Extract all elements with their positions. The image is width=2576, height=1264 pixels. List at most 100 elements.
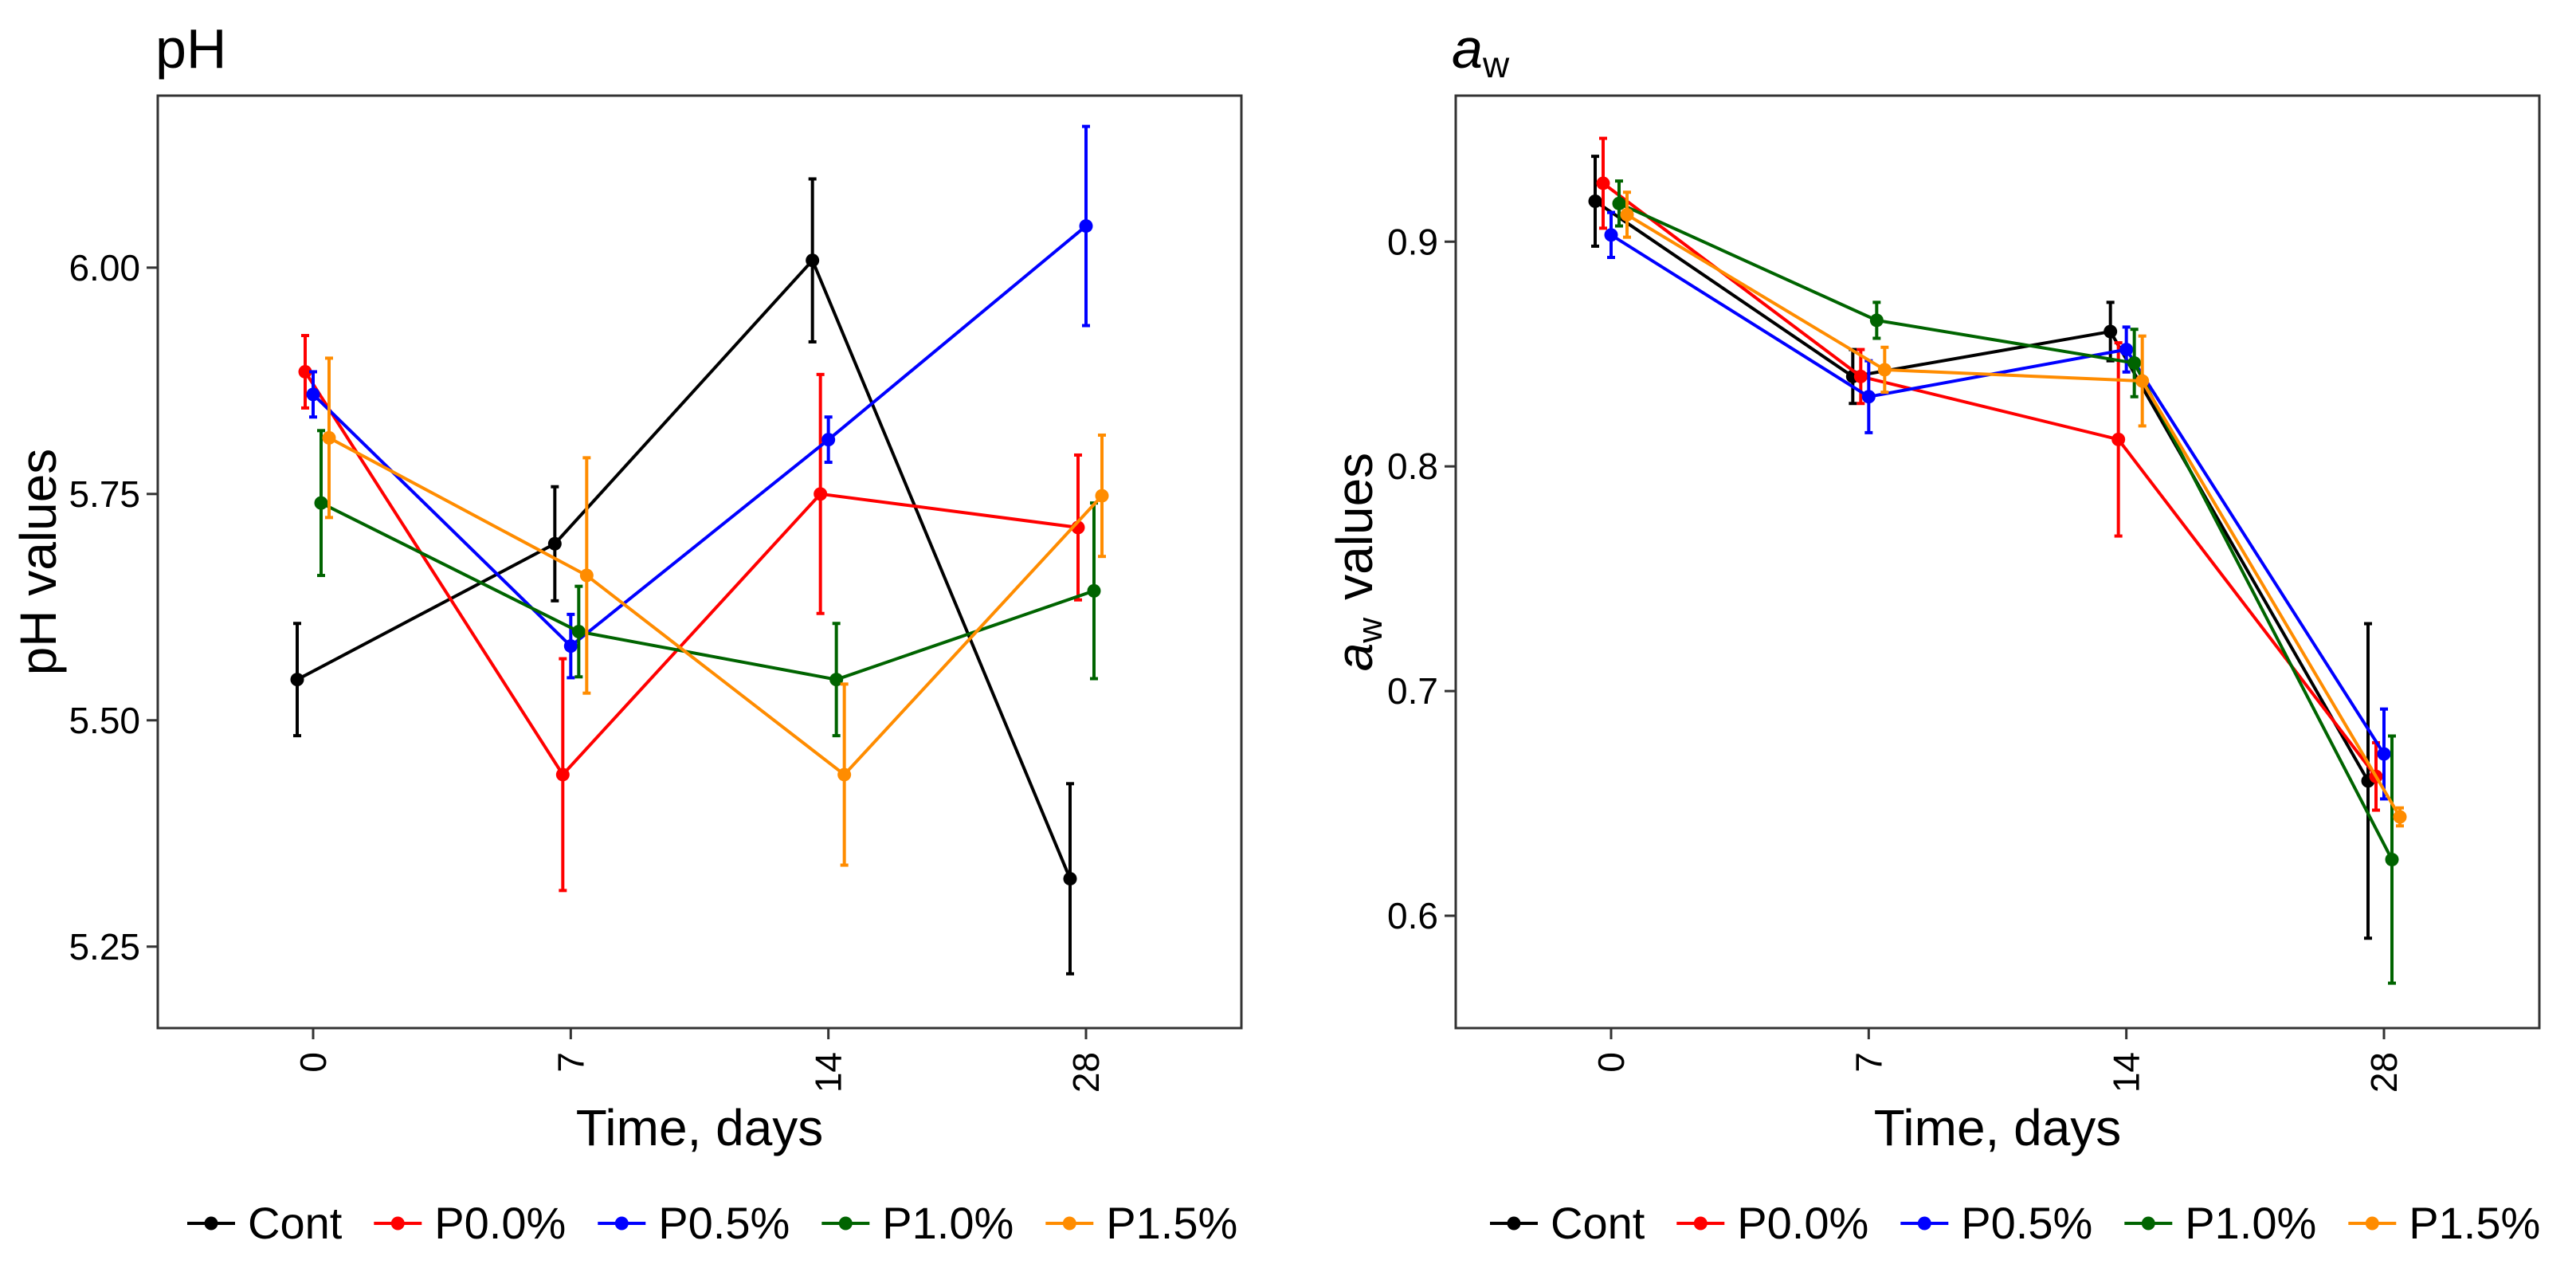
aw-series-line-4 — [1625, 213, 2402, 818]
aw-data-point — [1877, 363, 1892, 377]
aw-legend-swatch-point — [1507, 1216, 1521, 1231]
ph-data-point — [322, 430, 336, 445]
ph-panel: pH Time, days pH values 5.25 5.50 5.75 6.00… — [10, 18, 1243, 1248]
aw-x-tick-label: 14 — [2106, 1052, 2147, 1093]
ph-legend-item: Cont — [187, 1198, 343, 1248]
aw-x-tick-label: 0 — [1590, 1052, 1632, 1073]
aw-series-line-1 — [1602, 182, 2378, 778]
aw-series-line-0 — [1594, 199, 2370, 782]
aw-data-point — [2111, 432, 2126, 446]
ph-data-point — [298, 364, 312, 379]
ph-legend-swatch-point — [838, 1216, 853, 1231]
ph-series-line-2 — [312, 225, 1088, 649]
ph-series-line-4 — [328, 436, 1104, 777]
aw-data-point — [2393, 810, 2407, 824]
ph-legend: Cont P0.0% P0.5% P1.0% P1.5% — [187, 1198, 1237, 1248]
aw-title-base: a — [1452, 18, 1483, 80]
aw-data-point — [2135, 374, 2150, 388]
ph-data-point — [547, 536, 562, 551]
ph-data-point — [814, 487, 828, 501]
ph-data-point — [821, 433, 836, 447]
ph-data-point — [563, 639, 578, 654]
aw-legend-item: P0.0% — [1676, 1198, 1868, 1248]
ph-data-point — [1063, 872, 1077, 886]
aw-x-tick-label: 7 — [1848, 1052, 1889, 1073]
ph-legend-item: P1.0% — [821, 1198, 1014, 1248]
aw-plot-layer — [1588, 136, 2407, 985]
aw-legend-swatch-point — [2365, 1216, 2379, 1231]
ph-x-tick-label: 14 — [808, 1052, 849, 1093]
ph-data-point — [1079, 219, 1093, 234]
aw-data-point — [1604, 228, 1618, 242]
ph-data-point — [829, 673, 844, 687]
aw-legend-label: P1.0% — [2185, 1198, 2316, 1248]
aw-data-point — [2385, 853, 2399, 867]
aw-y-tick-label: 0.8 — [1387, 446, 1438, 487]
ph-legend-label: P1.5% — [1106, 1198, 1237, 1248]
ph-data-point — [555, 767, 570, 782]
aw-legend-swatch-point — [1917, 1216, 1931, 1231]
ph-y-tick-label: 5.50 — [69, 700, 140, 741]
aw-x-tick-label: 28 — [2363, 1052, 2405, 1093]
aw-ylabel-base: a — [1326, 643, 1383, 672]
ph-panel-title: pH — [155, 18, 226, 80]
ph-data-point — [837, 767, 852, 782]
aw-legend-item: Cont — [1490, 1198, 1645, 1248]
ph-series-line-3 — [320, 501, 1095, 681]
aw-data-point — [2104, 324, 2118, 339]
aw-legend-swatch-point — [1693, 1216, 1708, 1231]
aw-y-tick-label: 0.9 — [1387, 221, 1438, 262]
ph-legend-item: P0.5% — [598, 1198, 790, 1248]
aw-legend: Cont P0.0% P0.5% P1.0% P1.5% — [1490, 1198, 2540, 1248]
aw-data-point — [1869, 313, 1884, 328]
aw-data-point — [1596, 176, 1610, 190]
aw-legend-item: P0.5% — [1900, 1198, 2092, 1248]
aw-panel-title: aw — [1452, 18, 1510, 85]
aw-data-point — [2127, 355, 2142, 370]
aw-data-point — [2119, 343, 2134, 357]
ph-data-point — [579, 568, 594, 583]
ph-data-point — [806, 253, 820, 268]
aw-y-axis-label: aw values — [1326, 453, 1390, 671]
ph-legend-swatch-point — [204, 1216, 218, 1231]
aw-data-point — [1612, 196, 1626, 210]
ph-data-point — [290, 673, 304, 687]
ph-data-point — [571, 624, 586, 638]
aw-series-line-3 — [1618, 202, 2394, 861]
ph-y-tick-label: 5.25 — [69, 926, 140, 968]
aw-legend-swatch-point — [2141, 1216, 2155, 1231]
ph-x-tick-label: 7 — [550, 1052, 591, 1073]
aw-data-point — [1861, 390, 1876, 404]
aw-title-sub: w — [1482, 44, 1510, 85]
ph-legend-label: P0.0% — [434, 1198, 566, 1248]
ph-y-axis-label: pH values — [10, 449, 67, 676]
aw-legend-item: P1.5% — [2348, 1198, 2540, 1248]
aw-data-point — [1588, 194, 1602, 209]
ph-plot-frame — [156, 94, 1243, 1030]
ph-legend-label: P0.5% — [658, 1198, 790, 1248]
ph-legend-item: P1.5% — [1045, 1198, 1237, 1248]
aw-plot-frame — [1454, 94, 2541, 1030]
ph-data-point — [306, 387, 320, 402]
ph-x-tick-label: 0 — [292, 1052, 334, 1073]
aw-legend-label: Cont — [1551, 1198, 1645, 1248]
ph-x-axis-label: Time, days — [576, 1099, 824, 1156]
aw-panel: aw Time, days awvalues 0.60.70.80.90 7 14 2… — [1326, 18, 2541, 1248]
ph-series-line-0 — [296, 257, 1072, 880]
aw-data-point — [2377, 747, 2391, 761]
ph-data-point — [1087, 583, 1101, 598]
ph-legend-label: P1.0% — [882, 1198, 1014, 1248]
ph-x-tick-label: 28 — [1065, 1052, 1107, 1093]
aw-series-line-2 — [1610, 234, 2386, 756]
ph-plot-layer — [290, 124, 1109, 975]
ph-y-tick-label: 5.75 — [69, 473, 140, 515]
aw-y-tick-label: 0.6 — [1387, 895, 1438, 936]
ph-data-point — [1095, 489, 1109, 503]
ph-legend-swatch-point — [1062, 1216, 1076, 1231]
aw-data-point — [1620, 207, 1634, 222]
aw-x-axis-label: Time, days — [1874, 1099, 2122, 1156]
ph-legend-swatch-point — [390, 1216, 405, 1231]
aw-legend-label: P0.0% — [1737, 1198, 1868, 1248]
ph-legend-swatch-point — [614, 1216, 629, 1231]
